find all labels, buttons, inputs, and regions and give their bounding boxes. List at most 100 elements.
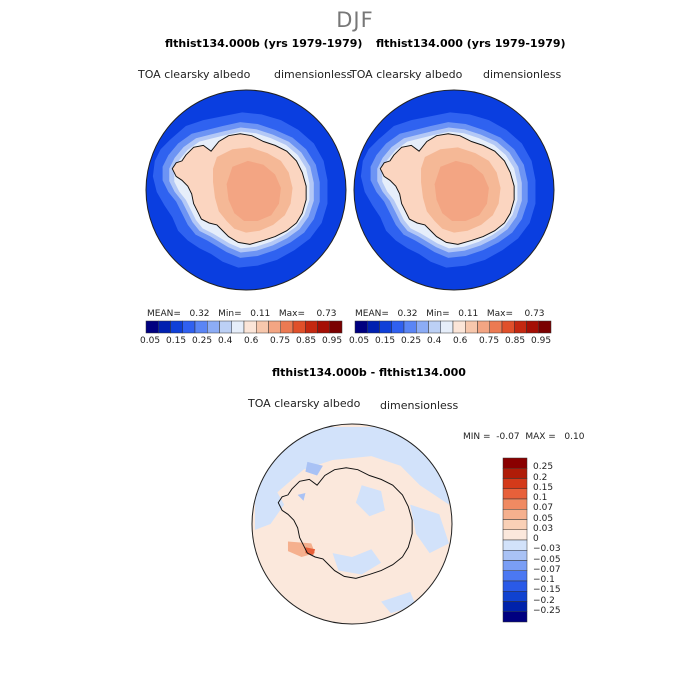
colorbar-tick-label: 0.85: [505, 336, 526, 346]
colorbar-swatch: [219, 320, 232, 334]
colorbar-swatch: [502, 478, 528, 489]
colorbar-swatch: [416, 320, 429, 334]
colorbar-swatch: [268, 320, 281, 334]
colorbar-labels-2: 0.05 0.15 0.25 0.4 0.6 0.75 0.85 0.95: [349, 336, 559, 348]
panel-1-mean-value: 0.32: [189, 309, 210, 319]
panel-1-units-label: dimensionless: [274, 68, 353, 81]
colorbar-swatch: [514, 320, 527, 334]
colorbar-swatch: [379, 320, 392, 334]
colorbar-swatch: [145, 320, 159, 334]
colorbar-tick-label: 0.1: [533, 493, 548, 503]
colorbar-swatch: [452, 320, 466, 334]
colorbar-swatch: [502, 468, 528, 479]
colorbar-swatch: [243, 320, 257, 334]
colorbar-tick-label: 0.25: [533, 462, 554, 473]
colorbar-swatch: [305, 320, 318, 334]
panel-2-min-label: Min=: [426, 309, 450, 319]
colorbar-swatch: [502, 601, 528, 612]
colorbar-tick-label: 0.15: [375, 336, 396, 346]
colorbar-tick-label: 0.2: [533, 472, 548, 483]
diff-max-value: 0.10: [564, 432, 585, 442]
colorbar-swatch: [428, 320, 441, 334]
colorbar-tick-label: −0.05: [533, 554, 561, 565]
colorbar-tick-label: −0.25: [533, 605, 561, 616]
panel-1-variable-label: TOA clearsky albedo: [138, 68, 251, 81]
diff-min-value: -0.07: [496, 432, 520, 442]
colorbar-tick-label: 0: [533, 534, 539, 544]
panel-2-mean-value: 0.32: [397, 309, 418, 319]
colorbar-swatch: [538, 320, 552, 334]
diff-units-label: dimensionless: [380, 399, 459, 412]
panel-1-stats: MEAN= 0.32 Min= 0.11 Max= 0.73: [147, 309, 337, 319]
colorbar-swatch: [231, 320, 245, 334]
colorbar-tick-label: 0.05: [140, 336, 161, 346]
colorbar-tick-label: 0.03: [533, 523, 554, 534]
panel-1-max-label: Max=: [278, 309, 306, 319]
panel-2-mean-label: MEAN=: [355, 309, 389, 319]
colorbar-panel-1: [145, 320, 343, 334]
panel-1-title: flthist134.000b (yrs 1979-1979): [165, 37, 363, 50]
colorbar-tick-label: 0.05: [533, 513, 554, 524]
colorbar-swatch: [502, 488, 528, 500]
colorbar-tick-label: 0.85: [296, 336, 317, 346]
diff-stats: MIN = -0.07 MAX = 0.10: [463, 432, 584, 442]
diff-variable-label: TOA clearsky albedo: [248, 397, 361, 410]
colorbar-tick-label: 0.25: [401, 336, 422, 346]
colorbar-swatch: [292, 320, 306, 334]
colorbar-labels-1: 0.05 0.15 0.25 0.4 0.6 0.75 0.85 0.95: [140, 336, 350, 348]
map-panel-1: [145, 89, 347, 291]
colorbar-swatch: [256, 320, 269, 334]
colorbar-swatch: [502, 509, 528, 520]
colorbar-tick-label: 0.05: [349, 336, 370, 346]
colorbar-swatch: [440, 320, 454, 334]
colorbar-tick-label: 0.75: [479, 336, 500, 346]
colorbar-swatch: [526, 320, 539, 334]
colorbar-swatch: [158, 320, 171, 334]
panel-2-variable-label: TOA clearsky albedo: [350, 68, 463, 81]
colorbar-swatch: [489, 320, 503, 334]
colorbar-swatches-diff: [502, 457, 528, 623]
colorbar-swatch: [501, 320, 515, 334]
colorbar-swatch: [502, 611, 528, 623]
colorbar-swatch: [280, 320, 294, 334]
page-title: DJF: [336, 8, 374, 32]
colorbar-swatch: [194, 320, 208, 334]
colorbar-swatch: [502, 519, 528, 530]
colorbar-tick-label: 0.4: [427, 336, 442, 346]
diff-min-label: MIN =: [463, 432, 491, 442]
colorbar-tick-label: 0.15: [166, 336, 187, 346]
colorbar-swatch: [207, 320, 220, 334]
colorbar-tick-label: 0.15: [533, 482, 554, 493]
colorbar-tick-label: 0.75: [270, 336, 291, 346]
colorbar-diff: [502, 457, 528, 623]
colorbar-swatch: [502, 580, 528, 592]
colorbar-swatch: [329, 320, 343, 334]
colorbar-swatch: [502, 591, 528, 602]
colorbar-tick-label: −0.03: [533, 544, 561, 555]
colorbar-swatch: [502, 550, 528, 561]
colorbar-panel-2: [354, 320, 552, 334]
colorbar-swatch: [170, 320, 183, 334]
colorbar-swatch: [502, 570, 528, 582]
panel-1-max-value: 0.73: [316, 309, 337, 319]
colorbar-swatch: [502, 457, 528, 469]
colorbar-swatch: [502, 560, 528, 571]
colorbar-tick-label: 0.95: [531, 336, 552, 346]
colorbar-tick-label: 0.4: [218, 336, 233, 346]
panel-2-stats: MEAN= 0.32 Min= 0.11 Max= 0.73: [355, 309, 545, 319]
colorbar-swatch: [502, 498, 528, 510]
panel-2-title: flthist134.000 (yrs 1979-1979): [376, 37, 566, 50]
panel-2-max-label: Max=: [486, 309, 514, 319]
panel-1-mean-label: MEAN=: [147, 309, 181, 319]
colorbar-swatch: [502, 539, 528, 551]
colorbar-tick-label: 0.6: [453, 336, 468, 346]
colorbar-tick-label: 0.6: [244, 336, 259, 346]
colorbar-swatch: [391, 320, 405, 334]
panel-1-min-label: Min=: [218, 309, 242, 319]
colorbar-swatches-2: [354, 320, 552, 334]
colorbar-swatch: [367, 320, 380, 334]
panel-1-min-value: 0.11: [250, 309, 271, 319]
diff-max-label: MAX =: [525, 432, 556, 442]
colorbar-swatch: [465, 320, 478, 334]
